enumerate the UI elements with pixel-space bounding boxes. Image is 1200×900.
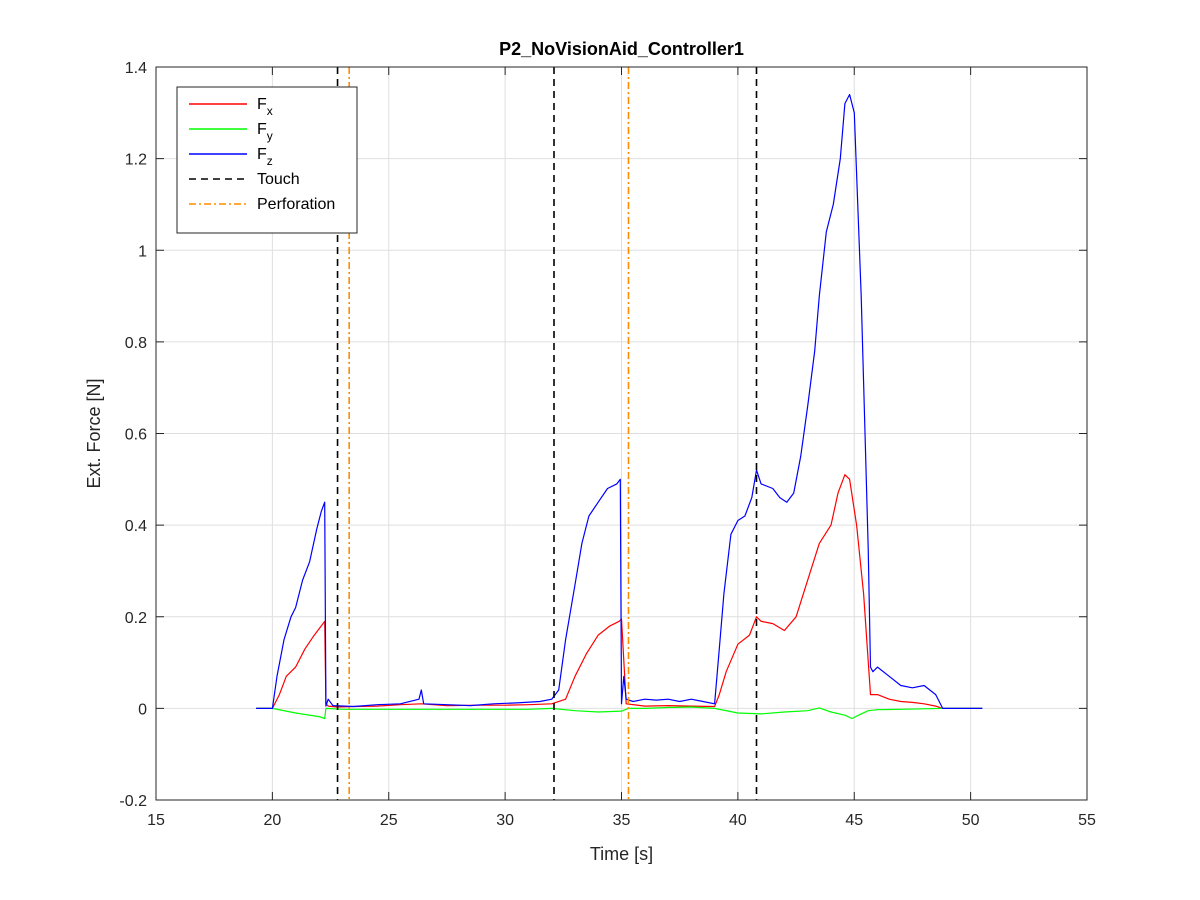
legend-subscript: z (267, 154, 273, 168)
y-tick-label: 1 (138, 243, 147, 260)
x-tick-label: 45 (845, 812, 863, 829)
x-tick-label: 25 (380, 812, 398, 829)
y-tick-label: 1.4 (125, 60, 147, 77)
y-tick-label: 0.2 (125, 610, 147, 627)
legend-label: Touch (257, 171, 300, 188)
x-tick-label: 50 (962, 812, 980, 829)
y-tick-label: 0.8 (125, 335, 147, 352)
legend-subscript: x (267, 104, 273, 118)
x-tick-label: 15 (147, 812, 165, 829)
series-line-fx (256, 474, 983, 710)
y-tick-label: 0 (138, 701, 147, 718)
series-line-fy (256, 706, 983, 720)
y-tick-label: 0.4 (125, 518, 147, 535)
legend-box (176, 86, 358, 234)
y-axis-label: Ext. Force [N] (84, 378, 104, 488)
x-tick-label: 35 (613, 812, 631, 829)
y-tick-label: 1.2 (125, 152, 147, 169)
y-tick-label: 0.6 (125, 427, 147, 444)
x-tick-label: 40 (729, 812, 747, 829)
legend-label: Perforation (257, 196, 335, 213)
legend-subscript: y (267, 129, 273, 143)
x-axis-label: Time [s] (590, 844, 653, 864)
y-tick-label: -0.2 (119, 793, 147, 810)
x-tick-label: 30 (496, 812, 514, 829)
x-tick-label: 55 (1078, 812, 1096, 829)
chart-title: P2_NoVisionAid_Controller1 (499, 39, 744, 59)
x-tick-label: 20 (263, 812, 281, 829)
series-line-fz (256, 93, 983, 710)
ticks: 15 20 25 30 35 40 45 50 55 -0.2 0 0.2 0.4 0.6 0.8 1 1.2 1… (119, 60, 1096, 829)
